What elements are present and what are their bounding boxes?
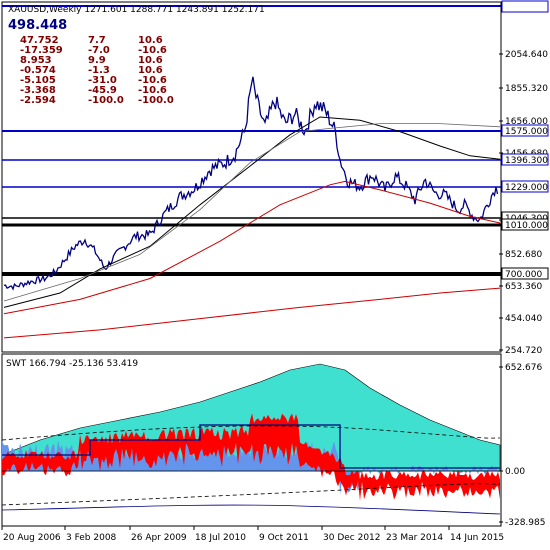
level-tag-box [501,124,549,137]
stat-value: 8.953 [20,55,52,66]
time-tick-label: 18 Jul 2010 [195,533,246,543]
indicator-label: SWT 166.794 -25.136 53.419 [6,359,138,369]
level-tag-label: 1229.000 [505,183,548,193]
level-tag-box [501,180,549,193]
time-tick-label: 20 Aug 2006 [3,533,61,543]
symbol-info: XAUUSD,Weekly 1271.601 1288.771 1243.891… [8,5,265,15]
moving-average-red [3,180,501,315]
price-line [3,76,499,291]
stat-value: -31.0 [88,75,117,86]
price-tick-label: 454.040 [505,314,542,324]
price-tick-label: 653.360 [505,282,542,292]
indicator-dashed-lower [1,483,501,506]
indicator-blue-area [2,440,500,495]
stat-value: -7.0 [88,45,110,56]
stat-value: -17.359 [20,45,63,56]
time-tick-label: 26 Apr 2009 [131,533,187,543]
stat-value: 7.7 [88,35,106,46]
stat-value: -10.6 [138,85,167,96]
price-tick-label: 254.720 [505,346,542,356]
time-axis: 20 Aug 2006 3 Feb 2008 26 Apr 2009 18 Jul 2… [1,526,504,543]
level-tag-label: 1396.300 [505,156,548,166]
indicator-tick-label: -328.985 [505,518,545,528]
level-tag-box [501,267,549,280]
time-tick-label: 14 Jun 2015 [450,533,504,543]
moving-average-red-long [3,287,501,339]
level-tag-label: 700.000 [505,270,542,280]
price-tick-label: 2054.640 [505,50,548,60]
stat-value: -100.0 [88,95,124,106]
indicator-tick-label: 0.00 [505,467,525,477]
stat-value: -10.6 [138,45,167,56]
big-value: 498.448 [8,18,67,33]
price-tick-label: 1656.000 [505,117,548,127]
moving-average-black [3,116,501,308]
price-tick-label: 852.680 [505,250,542,260]
indicator-tick-label: 652.676 [505,363,542,373]
time-tick-label: 9 Oct 2011 [259,533,309,543]
stats-table: 47.752 7.7 10.6 -17.359 -7.0 -10.6 8.953 9.9 10.… [20,35,174,106]
stat-value: -2.594 [20,95,56,106]
indicator-dashed-upper [1,425,501,441]
stat-value: -1.3 [88,65,110,76]
stat-value: -3.368 [20,85,56,96]
moving-average-gray [3,123,501,302]
time-tick-label: 23 Mar 2014 [386,533,443,543]
stat-value: 10.6 [138,55,163,66]
level-tag-box [501,218,549,231]
stat-value: 10.6 [138,35,163,46]
stat-value: -100.0 [138,95,174,106]
time-tick-label: 3 Feb 2008 [66,533,117,543]
stat-value: 47.752 [20,35,59,46]
stat-value: -5.105 [20,75,56,86]
level-tags: 1575.0001396.3001229.0001046.3001010.000… [501,0,549,280]
stat-value: -10.6 [138,75,167,86]
price-tick-label: 1855.320 [505,84,548,94]
level-tag-label: 1010.000 [505,221,548,231]
main-plot-layer [2,5,501,339]
indicator-lower-band [1,504,501,515]
indicator-red-area [2,413,500,501]
main-plot-frame[interactable] [1,1,502,353]
indicator-axis: 652.676 0.00 -328.985 [499,363,545,528]
level-tag-box [501,0,549,13]
indicator-plot-layer [1,363,501,515]
stat-value: -0.574 [20,65,56,76]
indicator-step-line [2,424,500,469]
level-tag-box [501,153,549,166]
level-tag-label: 1575.000 [505,127,548,137]
stat-value: 9.9 [88,55,106,66]
stat-value: 10.6 [138,65,163,76]
time-tick-label: 30 Dec 2012 [323,533,381,543]
stat-value: -45.9 [88,85,117,96]
